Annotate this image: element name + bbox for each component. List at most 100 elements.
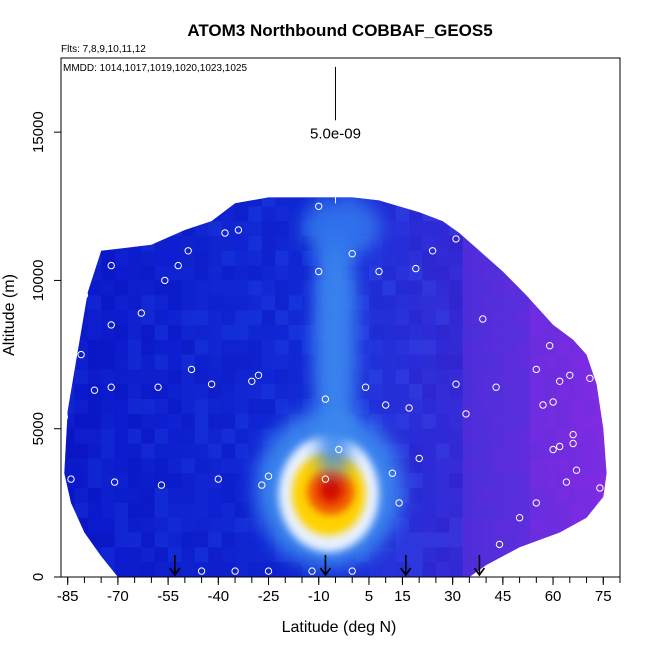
heat-cell xyxy=(409,310,423,325)
heat-cell xyxy=(355,354,369,370)
heat-cell xyxy=(194,502,209,518)
heat-cell xyxy=(302,339,316,355)
heat-cell xyxy=(596,197,607,207)
heat-cell xyxy=(208,443,222,459)
heat-cell xyxy=(489,473,503,488)
heat-cell xyxy=(181,197,195,207)
heat-cell xyxy=(369,280,383,296)
heat-cell xyxy=(543,502,557,518)
heat-cell xyxy=(422,428,436,444)
heat-cell xyxy=(449,428,463,444)
sample-point xyxy=(479,315,487,323)
heat-cell xyxy=(248,206,262,222)
heat-cell xyxy=(583,354,597,370)
heat-cell xyxy=(543,384,557,399)
sample-point xyxy=(452,380,460,388)
heat-cell xyxy=(529,324,543,340)
heat-cell xyxy=(64,250,75,266)
sample-point xyxy=(515,514,524,522)
heat-cell xyxy=(141,265,155,281)
heat-cell xyxy=(610,533,623,548)
heat-cell xyxy=(462,562,477,577)
heat-cell xyxy=(181,339,195,355)
heat-cell xyxy=(556,354,570,370)
heat-cell xyxy=(476,197,490,207)
heat-cell xyxy=(476,473,490,488)
heat-cell xyxy=(435,532,450,548)
heat-cell xyxy=(449,517,463,533)
heat-cell xyxy=(610,221,623,236)
heat-cell xyxy=(382,413,396,429)
heat-cell xyxy=(261,197,276,207)
heat-cell xyxy=(101,197,115,207)
heat-cell xyxy=(64,324,75,340)
heat-cell xyxy=(502,197,517,207)
heat-cell xyxy=(101,562,115,577)
heat-cell xyxy=(355,324,369,340)
heat-cell xyxy=(395,310,410,325)
heat-cell xyxy=(127,547,142,563)
heat-cell xyxy=(87,354,102,370)
heat-cell xyxy=(288,369,302,385)
heat-cell xyxy=(462,384,477,399)
heat-cell xyxy=(449,206,463,222)
heat-cell xyxy=(235,428,249,444)
heat-cell xyxy=(168,547,182,563)
heat-cell xyxy=(141,428,155,444)
heat-cell xyxy=(181,488,195,503)
heat-cell xyxy=(181,443,195,459)
heat-cell xyxy=(596,369,607,385)
heat-cell xyxy=(248,562,262,577)
heat-cell xyxy=(556,235,570,251)
heat-cell xyxy=(569,428,584,444)
heat-cell xyxy=(141,369,155,385)
heat-cell xyxy=(154,339,169,355)
heat-cell xyxy=(369,413,383,429)
sample-point xyxy=(264,472,273,480)
heat-cell xyxy=(449,369,463,385)
heat-cell xyxy=(462,428,477,444)
heat-cell xyxy=(516,310,530,325)
heat-cell xyxy=(64,413,75,429)
sample-point xyxy=(412,264,420,273)
heat-cell xyxy=(141,532,155,548)
heat-cell xyxy=(556,206,570,222)
heat-cell xyxy=(114,428,128,444)
heat-cell xyxy=(409,295,423,311)
heat-cell xyxy=(194,488,209,503)
heat-cell xyxy=(422,547,436,563)
heat-cell xyxy=(248,399,262,414)
heat-cell xyxy=(248,250,262,266)
heat-cell xyxy=(382,295,396,311)
heat-cell xyxy=(101,532,115,548)
heat-cell xyxy=(409,235,423,251)
heat-cell xyxy=(422,562,436,577)
heat-cell xyxy=(74,458,88,474)
heat-cell xyxy=(489,413,503,429)
heat-cell xyxy=(489,384,503,399)
sample-point xyxy=(231,567,239,575)
heat-cell xyxy=(462,502,477,518)
heat-cell xyxy=(462,206,477,222)
heat-cell xyxy=(235,413,249,429)
heat-cell xyxy=(543,562,557,577)
heat-cell xyxy=(114,354,128,370)
heat-cell xyxy=(355,265,369,281)
heat-cell xyxy=(502,221,517,236)
heat-cell xyxy=(583,473,597,488)
heat-cell xyxy=(181,206,195,222)
heat-cell xyxy=(141,473,155,488)
heat-cell xyxy=(516,443,530,459)
heat-cell xyxy=(87,458,102,474)
heat-cell xyxy=(422,250,436,266)
heat-cell xyxy=(101,517,115,533)
heat-cell xyxy=(261,354,276,370)
heat-cell xyxy=(101,265,115,281)
sample-point xyxy=(361,383,370,391)
heat-cell xyxy=(114,206,128,222)
heat-cell xyxy=(194,384,209,399)
heat-cell xyxy=(462,532,477,548)
heat-cell xyxy=(543,197,557,207)
heat-cell xyxy=(435,488,450,503)
heat-cell xyxy=(502,502,517,518)
